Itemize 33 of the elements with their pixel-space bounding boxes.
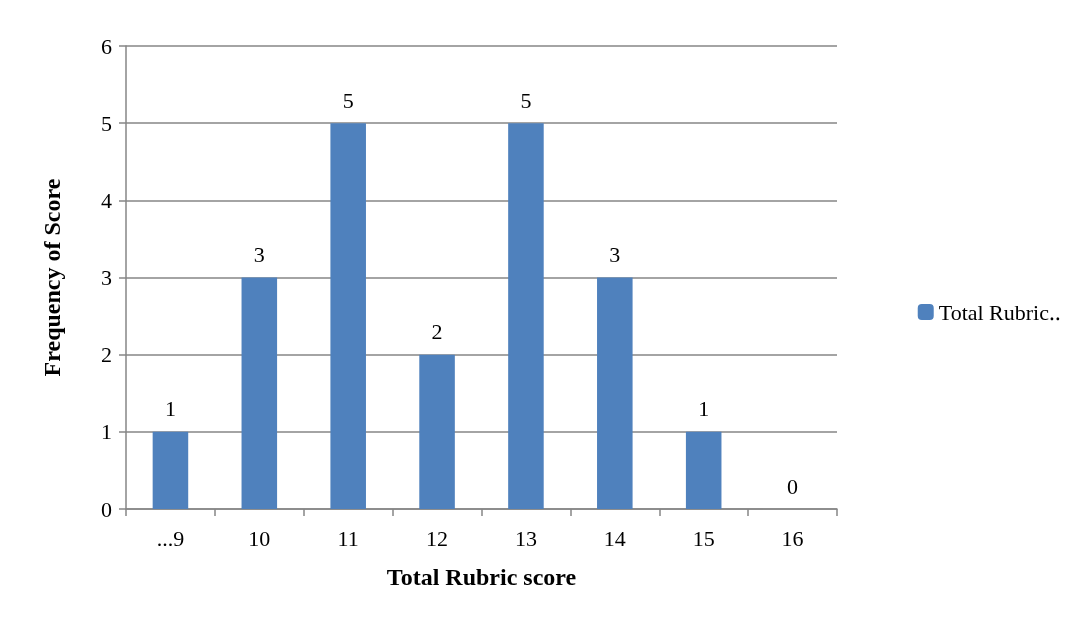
- bar: [685, 431, 722, 509]
- bar: [419, 354, 455, 509]
- bar: [152, 431, 189, 509]
- y-tick-label: 3: [101, 265, 112, 290]
- data-label: 1: [698, 396, 710, 422]
- y-tick-label: 5: [101, 110, 112, 136]
- y-tick-label: 6: [101, 33, 112, 59]
- x-tick-label: 14: [603, 525, 626, 551]
- data-label: 3: [253, 242, 265, 267]
- data-label: 5: [342, 87, 354, 113]
- data-label: 3: [609, 242, 621, 267]
- bar: [508, 123, 544, 509]
- bar: [597, 277, 633, 509]
- x-tick-label: 11: [337, 525, 359, 551]
- y-axis-title: Frequency of Score: [39, 178, 65, 377]
- data-label: 0: [787, 473, 799, 499]
- x-axis-title: Total Rubric score: [386, 564, 577, 590]
- y-tick-label: 1: [101, 419, 112, 445]
- x-tick-label: 16: [781, 525, 804, 551]
- data-label: 2: [431, 319, 443, 345]
- x-tick-label: 15: [692, 525, 715, 551]
- y-tick-label: 2: [101, 342, 112, 368]
- data-label: 1: [164, 396, 176, 422]
- x-tick-label: ...9: [156, 525, 185, 551]
- bar: [330, 123, 366, 509]
- y-tick-label: 0: [101, 496, 112, 522]
- data-label: 5: [520, 87, 532, 113]
- legend-label: Total Rubric‥: [938, 299, 1062, 325]
- y-tick-label: 4: [101, 187, 112, 213]
- x-tick-label: 13: [514, 525, 537, 551]
- x-tick-label: 12: [426, 525, 449, 551]
- x-tick-label: 10: [248, 525, 271, 551]
- bar: [241, 277, 278, 509]
